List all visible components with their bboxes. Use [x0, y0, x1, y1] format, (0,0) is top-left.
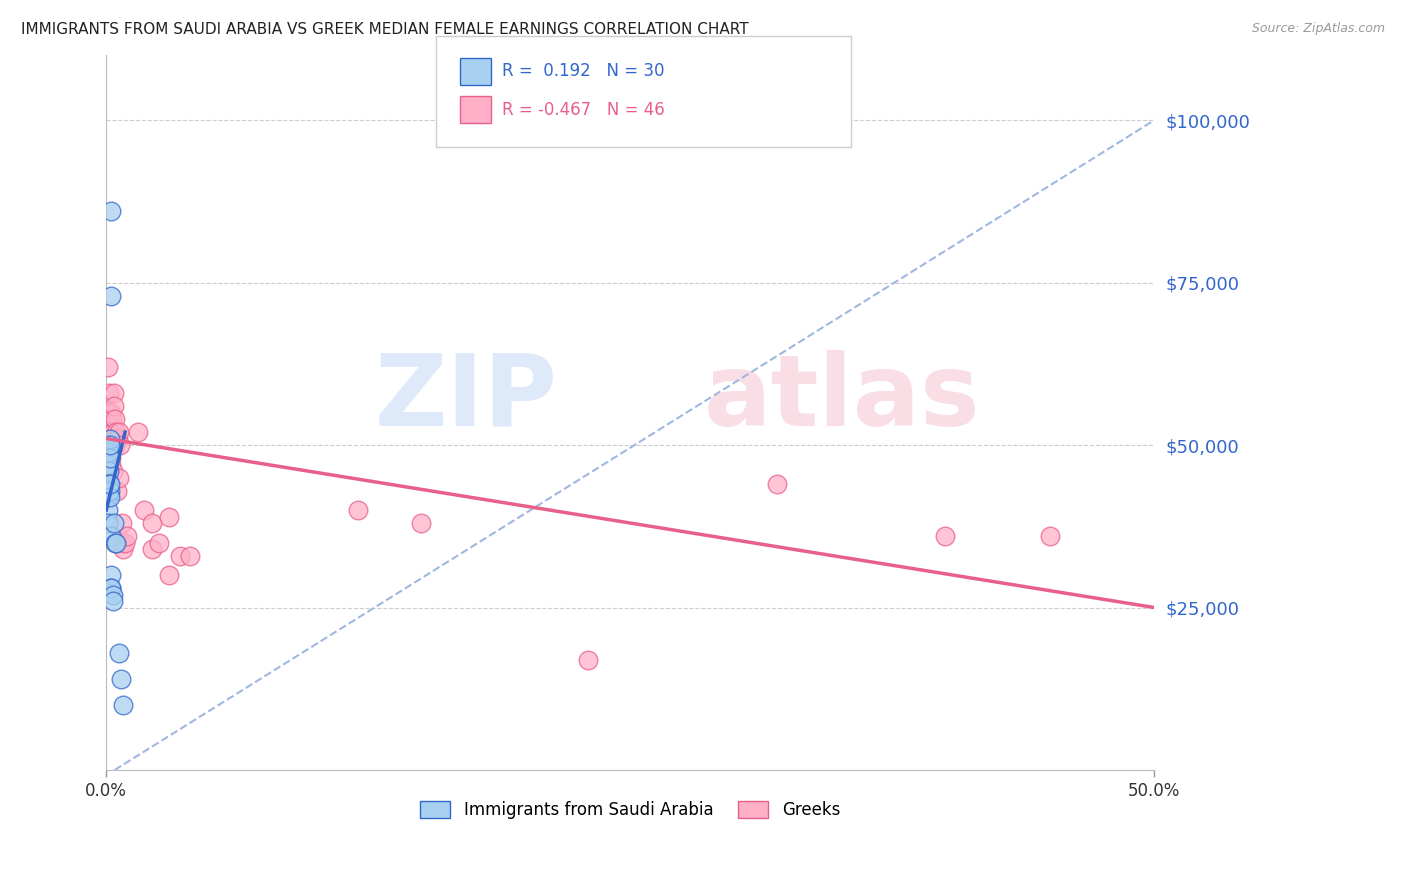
Point	[97, 503, 120, 517]
Point	[157, 568, 180, 582]
Point	[111, 698, 134, 712]
Point	[104, 412, 127, 426]
Point	[97, 516, 120, 530]
Point	[110, 672, 132, 686]
Point	[934, 529, 956, 543]
Point	[108, 425, 131, 439]
Point	[98, 438, 121, 452]
Point	[110, 535, 132, 549]
Point	[100, 568, 122, 582]
Point	[101, 594, 124, 608]
Point	[103, 386, 125, 401]
Point	[100, 204, 122, 219]
Point	[100, 581, 122, 595]
Point	[104, 425, 127, 439]
Point	[98, 406, 121, 420]
Point	[132, 503, 155, 517]
Point	[100, 438, 122, 452]
Point	[97, 490, 120, 504]
Point	[114, 535, 136, 549]
Point	[101, 464, 124, 478]
Point	[100, 425, 122, 439]
Point	[100, 451, 122, 466]
Text: R = -0.467   N = 46: R = -0.467 N = 46	[502, 101, 665, 119]
Point	[127, 425, 149, 439]
Point	[111, 516, 134, 530]
Text: IMMIGRANTS FROM SAUDI ARABIA VS GREEK MEDIAN FEMALE EARNINGS CORRELATION CHART: IMMIGRANTS FROM SAUDI ARABIA VS GREEK ME…	[21, 22, 749, 37]
Point	[98, 477, 121, 491]
Point	[104, 535, 127, 549]
Point	[100, 438, 122, 452]
Point	[157, 509, 180, 524]
Point	[100, 425, 122, 439]
Point	[101, 412, 124, 426]
Point	[108, 646, 131, 660]
Point	[100, 432, 122, 446]
Point	[101, 425, 124, 439]
Point	[179, 549, 201, 563]
Point	[98, 444, 121, 458]
Point	[101, 425, 124, 439]
Point	[100, 458, 122, 472]
Point	[103, 516, 125, 530]
Text: Source: ZipAtlas.com: Source: ZipAtlas.com	[1251, 22, 1385, 36]
Point	[97, 458, 120, 472]
Point	[108, 438, 131, 452]
Point	[104, 438, 127, 452]
Point	[97, 360, 120, 375]
Point	[141, 542, 163, 557]
Point	[346, 503, 368, 517]
Point	[98, 425, 121, 439]
Point	[98, 451, 121, 466]
Point	[100, 406, 122, 420]
Point	[98, 483, 121, 498]
Point	[98, 490, 121, 504]
Point	[576, 652, 599, 666]
Text: ZIP: ZIP	[374, 350, 557, 447]
Point	[100, 477, 122, 491]
Point	[115, 529, 138, 543]
Point	[98, 386, 121, 401]
Point	[101, 588, 124, 602]
Point	[108, 470, 131, 484]
Point	[169, 549, 191, 563]
Point	[97, 477, 120, 491]
Point	[100, 529, 122, 543]
Point	[103, 399, 125, 413]
Point	[97, 483, 120, 498]
Text: atlas: atlas	[703, 350, 980, 447]
Point	[111, 542, 134, 557]
Text: R =  0.192   N = 30: R = 0.192 N = 30	[502, 62, 665, 80]
Point	[1039, 529, 1062, 543]
Legend: Immigrants from Saudi Arabia, Greeks: Immigrants from Saudi Arabia, Greeks	[413, 795, 846, 826]
Point	[98, 418, 121, 433]
Point	[141, 516, 163, 530]
Point	[104, 535, 127, 549]
Point	[97, 464, 120, 478]
Point	[100, 438, 122, 452]
Point	[148, 535, 170, 549]
Point	[766, 477, 789, 491]
Point	[105, 483, 128, 498]
Point	[409, 516, 432, 530]
Point	[107, 432, 129, 446]
Point	[100, 288, 122, 302]
Point	[100, 581, 122, 595]
